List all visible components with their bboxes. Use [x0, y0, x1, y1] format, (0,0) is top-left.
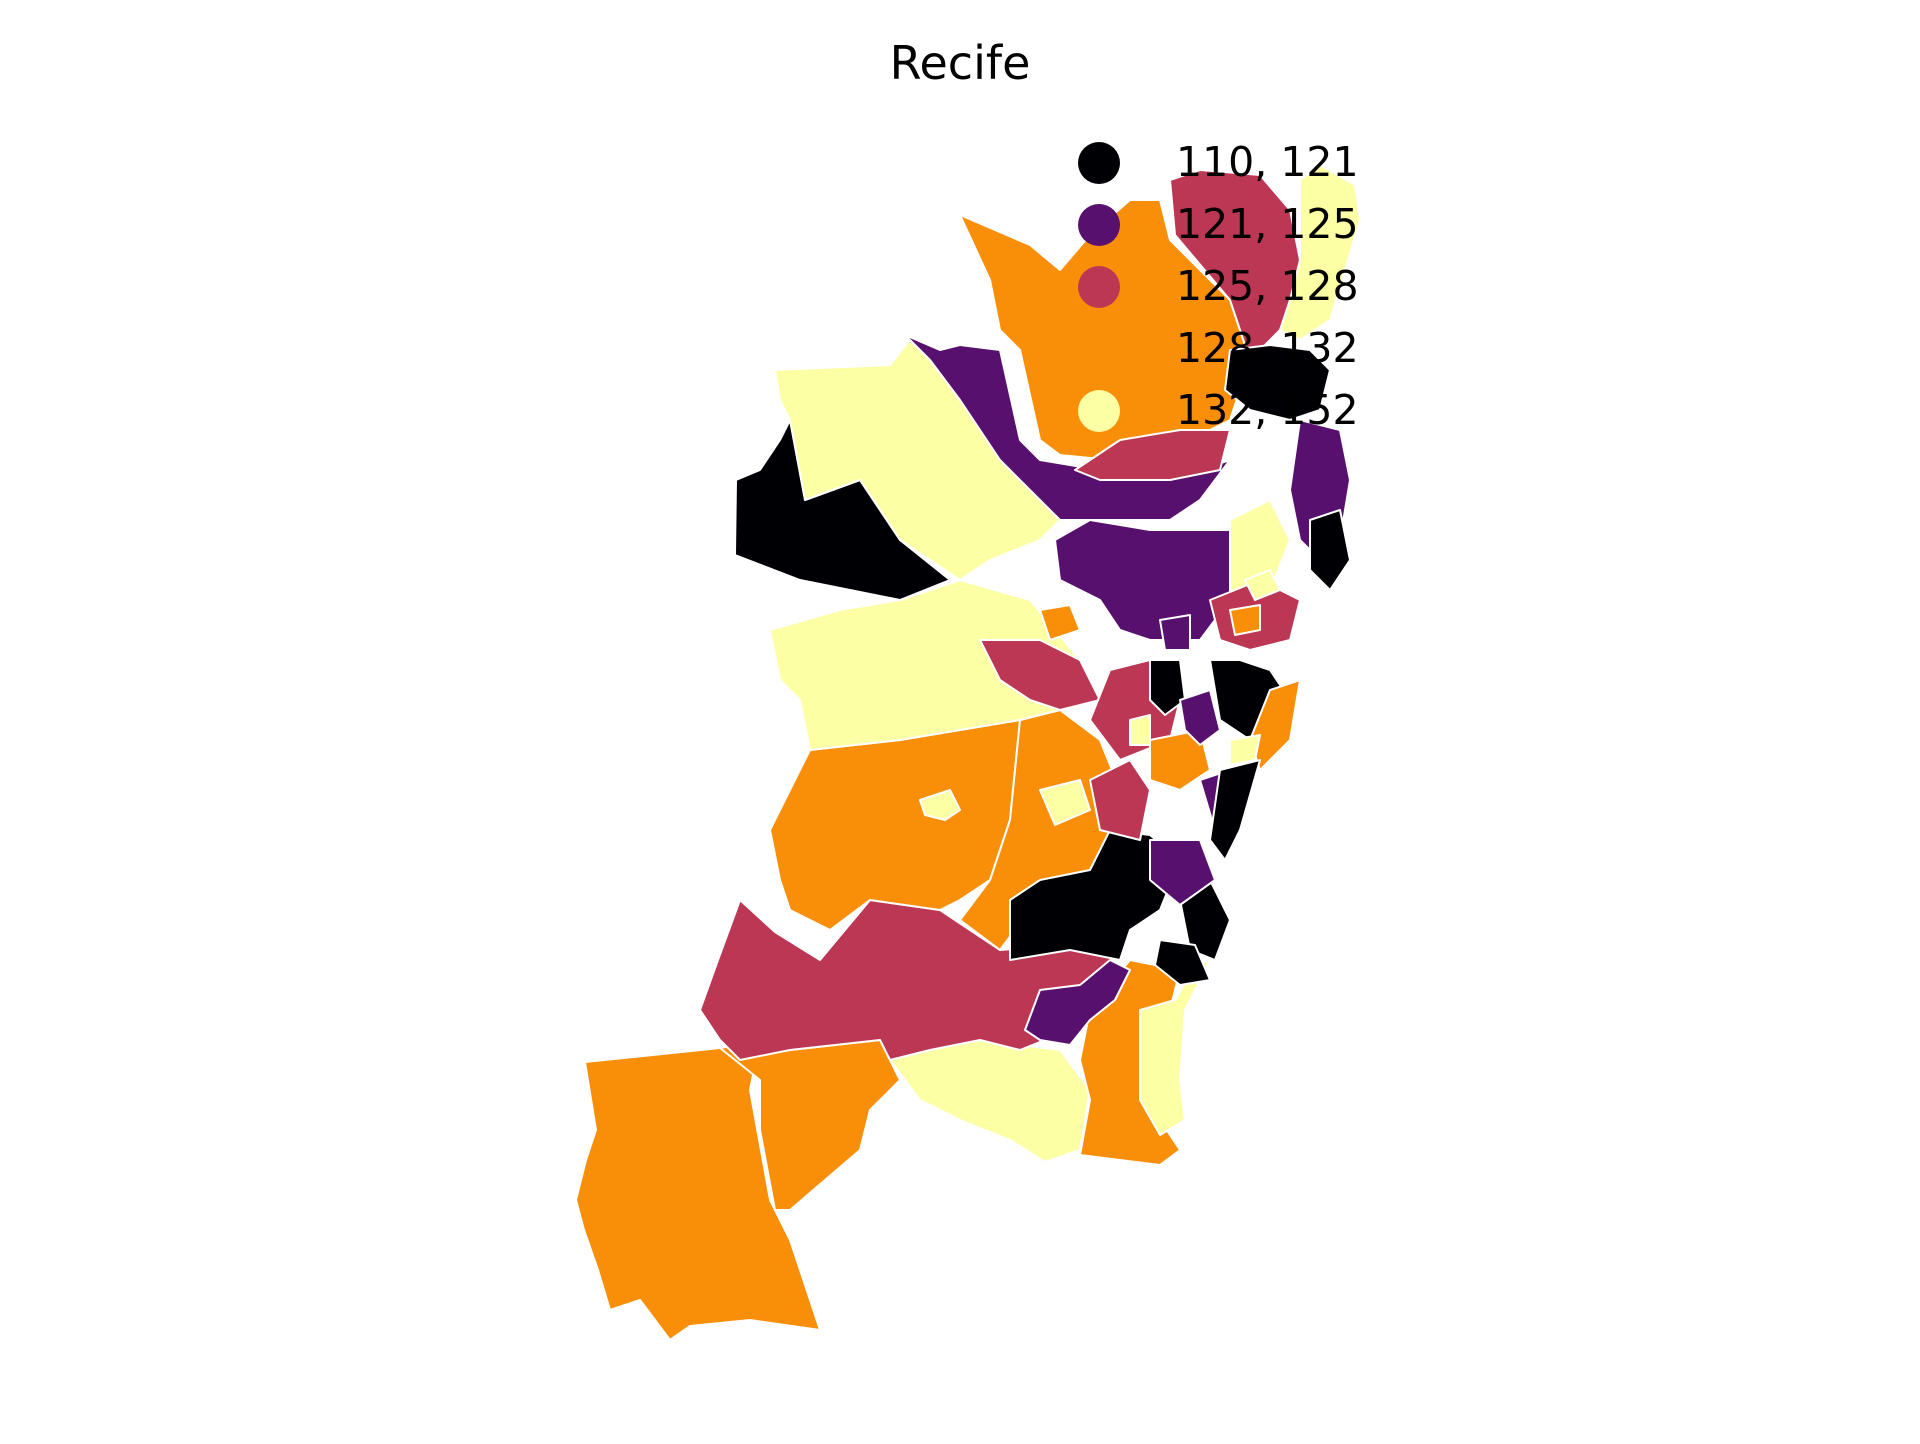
region-mid-crimson [979, 639, 1101, 711]
region-pocket-yellow-4 [1244, 569, 1281, 601]
region-central-yellow [1229, 499, 1291, 601]
region-north-purple [904, 334, 1231, 521]
region-pocket-orange-2 [1039, 604, 1081, 641]
region-coast-black-1 [1309, 509, 1351, 591]
region-coast-purple-south [1149, 839, 1216, 906]
legend-swatch [1078, 390, 1120, 432]
legend-label: 110, 121 [1176, 138, 1359, 186]
region-southmid-crimson [1089, 759, 1151, 841]
region-west-lake [919, 789, 961, 821]
region-pocket-yellow-2 [1129, 714, 1151, 746]
map-title: Recife [889, 36, 1031, 90]
region-coast-black-2 [1209, 759, 1261, 861]
region-center-black-2 [1149, 659, 1186, 716]
legend-swatch [1078, 328, 1120, 370]
region-pocket-orange-1 [1229, 604, 1261, 636]
region-northeast-yellow [1279, 164, 1361, 341]
region-northeast-black [1224, 344, 1331, 421]
legend-swatch [1078, 142, 1120, 184]
legend-label: 132, 152 [1176, 386, 1359, 434]
region-coast-black-4 [1154, 939, 1211, 986]
region-mid-purple-1 [1179, 689, 1221, 746]
region-pocket-yellow-1 [1039, 779, 1091, 826]
region-south-purple [1024, 959, 1131, 1046]
region-coast-orange [1249, 679, 1301, 771]
region-pocket-yellow-3 [1229, 734, 1261, 766]
legend-label: 128, 132 [1176, 324, 1359, 372]
region-south-yellow [889, 1039, 1091, 1163]
legend-label: 121, 125 [1176, 200, 1359, 248]
legend-swatch [1078, 266, 1120, 308]
legend-label: 125, 128 [1176, 262, 1359, 310]
legend-swatch [1078, 204, 1120, 246]
region-southwest [575, 1039, 821, 1341]
region-central-purple [1054, 519, 1231, 641]
region-north-crimson-2 [1074, 429, 1231, 481]
region-pocket-purple-1 [1159, 614, 1191, 651]
